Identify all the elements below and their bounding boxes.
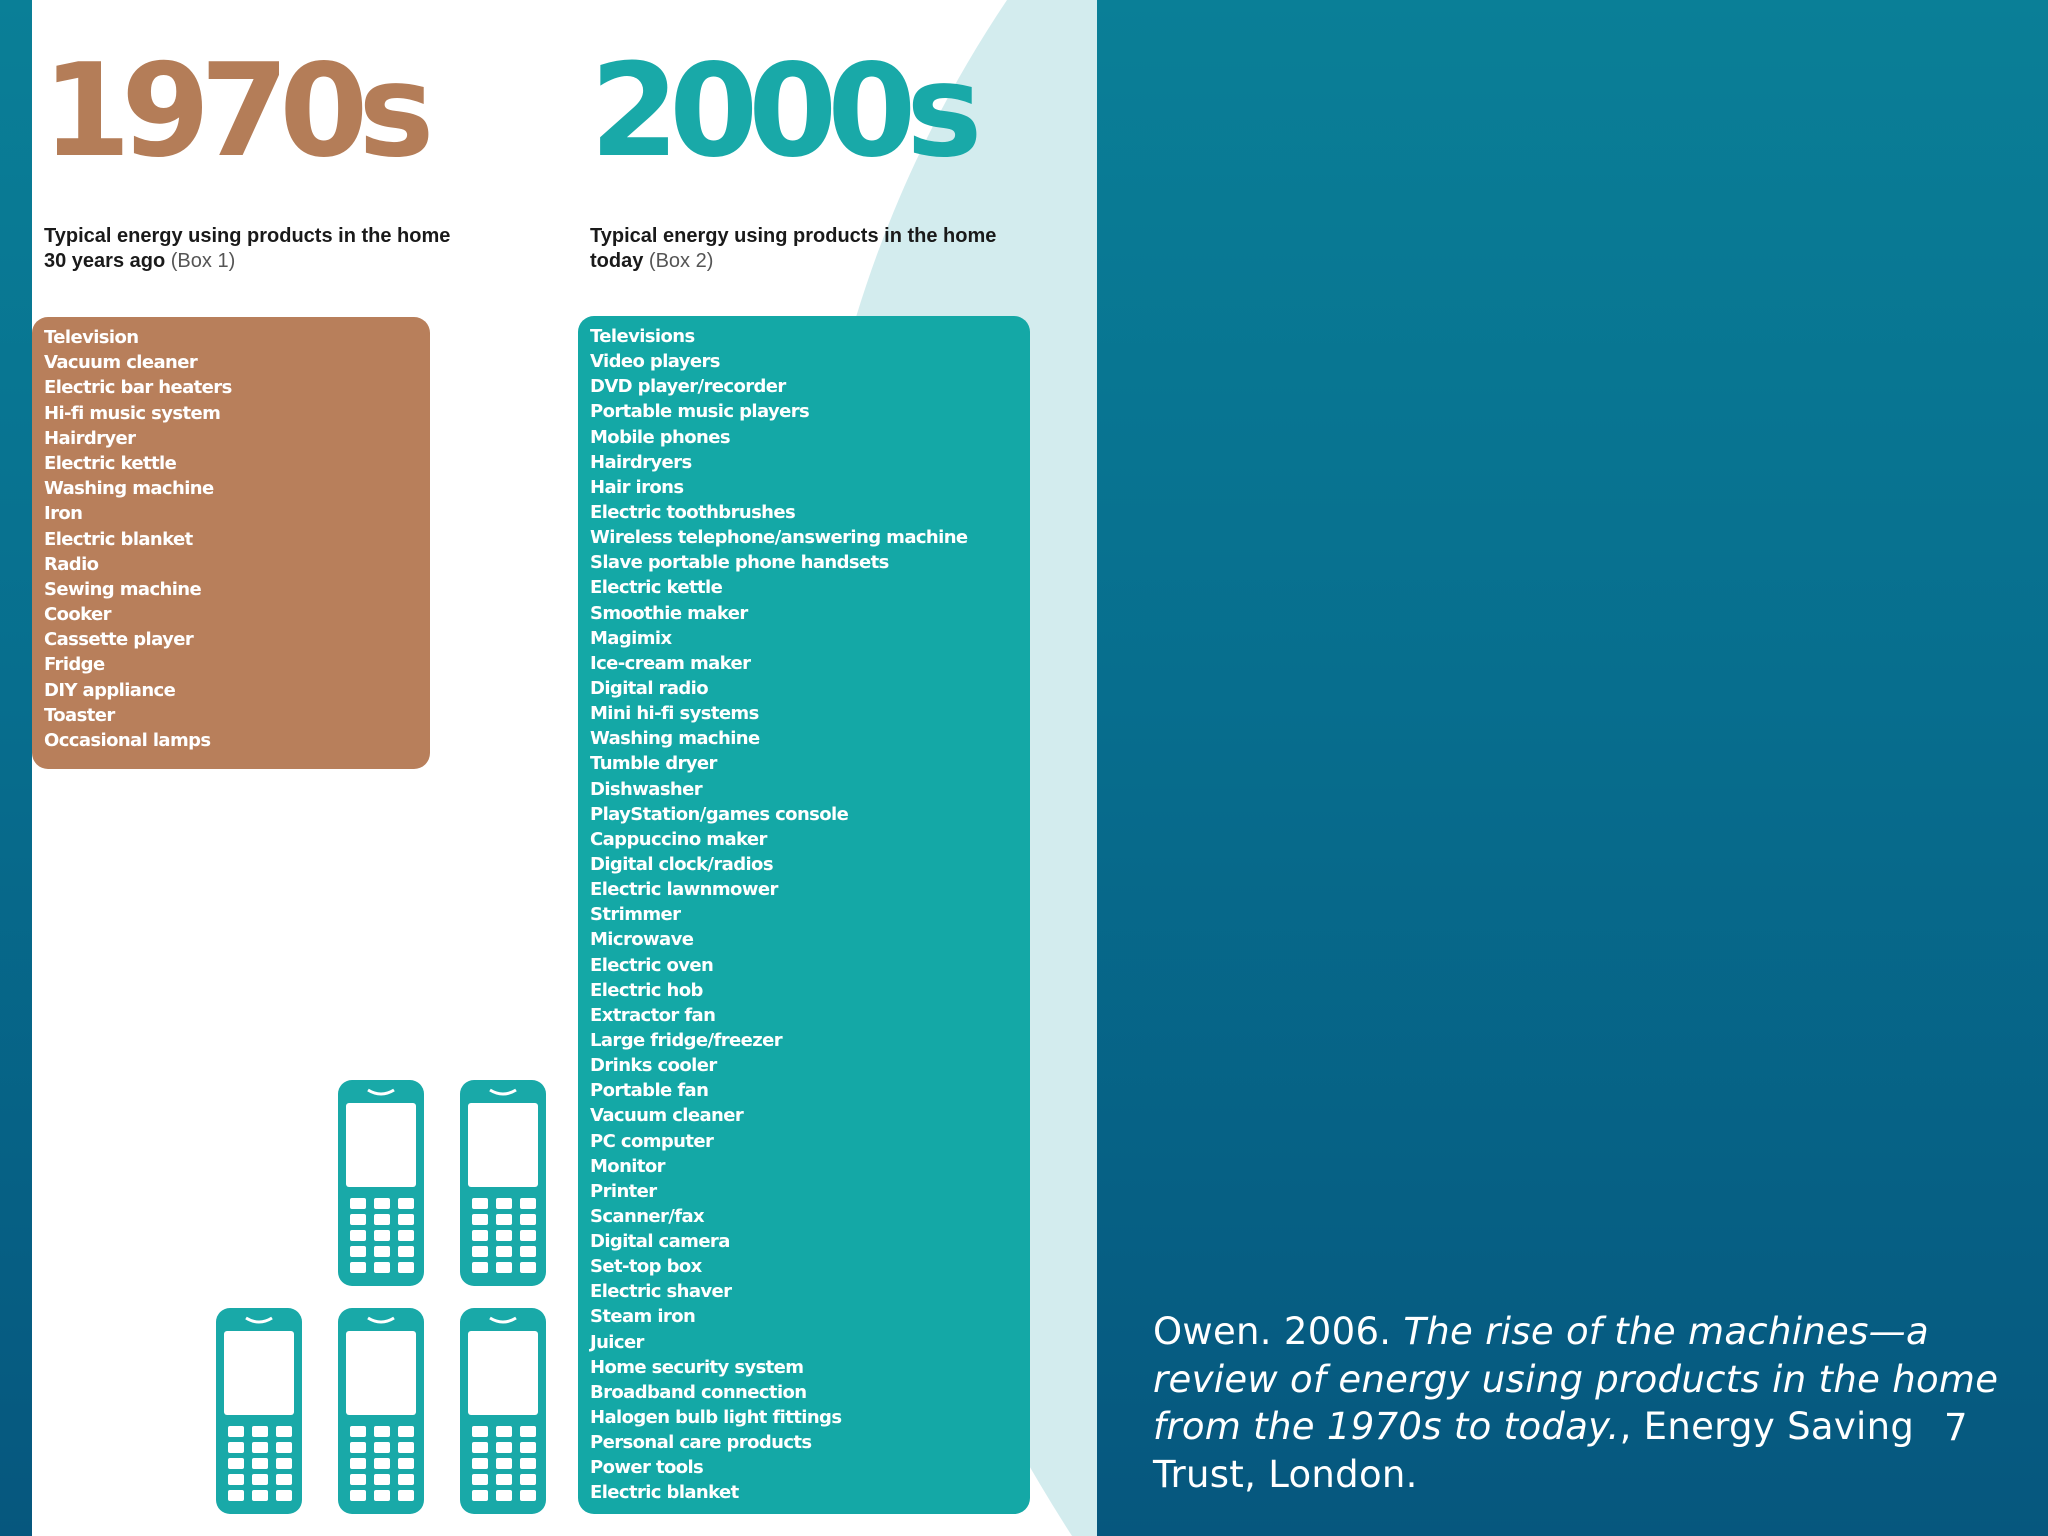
- product-item: Cassette player: [44, 629, 194, 651]
- product-item: Electric blanket: [590, 1482, 739, 1504]
- subtitle-2000s: Typical energy using products in the hom…: [590, 224, 1010, 274]
- page-number: 7: [1944, 1406, 1968, 1449]
- product-item: Washing machine: [44, 478, 214, 500]
- citation-publisher: , Energy Saving Trust, London.: [1153, 1405, 1915, 1496]
- product-item: Occasional lamps: [44, 730, 211, 751]
- product-item: Vacuum cleaner: [44, 352, 198, 374]
- product-item: Electric shaver: [590, 1281, 732, 1303]
- subtitle-2000s-text: Typical energy using products in the hom…: [590, 225, 997, 272]
- products-2000s-list: Televisions Video players DVD player/recor…: [590, 324, 1018, 1506]
- product-item: Electric toothbrushes: [590, 501, 796, 523]
- product-item: Electric oven: [590, 954, 714, 976]
- product-item: Fridge: [44, 654, 105, 676]
- product-item: Large fridge/freezer: [590, 1029, 783, 1051]
- product-item: Power tools: [590, 1457, 704, 1479]
- products-1970s-list: Television Vacuum cleaner Electric bar hea…: [44, 325, 418, 753]
- product-item: Portable fan: [590, 1080, 709, 1102]
- mobile-phone-icon: [460, 1308, 546, 1514]
- product-item: Monitor: [590, 1155, 666, 1177]
- citation: Owen. 2006. The rise of the machines—a r…: [1153, 1308, 2013, 1498]
- product-item: Magimix: [590, 627, 672, 649]
- mobile-phone-icon: [216, 1308, 302, 1514]
- product-item: Dishwasher: [590, 778, 703, 800]
- product-item: Electric kettle: [590, 577, 723, 599]
- product-item: Slave portable phone handsets: [590, 552, 889, 574]
- decade-1970s-heading: 1970s: [42, 37, 434, 186]
- product-item: Vacuum cleaner: [590, 1105, 744, 1127]
- product-item: Iron: [44, 503, 83, 525]
- product-item: Digital camera: [590, 1231, 730, 1253]
- product-item: Digital clock/radios: [590, 853, 774, 875]
- product-item: Broadband connection: [590, 1381, 807, 1403]
- product-item: Tumble dryer: [590, 753, 717, 775]
- subtitle-1970s: Typical energy using products in the hom…: [44, 224, 464, 274]
- product-item: Cooker: [44, 604, 112, 626]
- product-item: Electric bar heaters: [44, 377, 232, 399]
- product-item: Mobile phones: [590, 426, 731, 448]
- decade-2000s-heading: 2000s: [590, 37, 982, 186]
- product-item: Electric blanket: [44, 528, 193, 550]
- figure-panel: 1970s 2000s Typical energy using product…: [32, 0, 1097, 1536]
- product-item: Mini hi-fi systems: [590, 703, 759, 725]
- product-item: Strimmer: [590, 904, 681, 926]
- subtitle-1970s-box: (Box 1): [170, 250, 236, 272]
- product-item: Microwave: [590, 929, 694, 951]
- product-item: DIY appliance: [44, 679, 176, 701]
- product-item: Halogen bulb light fittings: [590, 1407, 842, 1429]
- product-item: Toaster: [44, 704, 115, 726]
- product-item: Washing machine: [590, 728, 760, 750]
- product-item: Digital radio: [590, 677, 709, 699]
- product-item: Hi-fi music system: [44, 402, 221, 424]
- product-item: PlayStation/games console: [590, 803, 849, 825]
- mobile-phone-icon: [338, 1080, 424, 1286]
- product-item: Televisions: [590, 326, 695, 347]
- subtitle-2000s-box: (Box 2): [648, 250, 714, 272]
- product-item: Sewing machine: [44, 578, 202, 600]
- product-item: Scanner/fax: [590, 1205, 705, 1227]
- product-item: Electric kettle: [44, 452, 177, 474]
- product-item: Home security system: [590, 1356, 804, 1378]
- product-item: Television: [44, 327, 139, 348]
- product-item: Portable music players: [590, 401, 810, 423]
- product-item: Hairdryers: [590, 451, 692, 473]
- product-item: Set-top box: [590, 1256, 702, 1278]
- product-item: Video players: [590, 351, 720, 373]
- product-item: Electric hob: [590, 979, 703, 1001]
- product-item: Hairdryer: [44, 427, 136, 449]
- product-item: PC computer: [590, 1130, 714, 1152]
- product-item: Personal care products: [590, 1432, 812, 1454]
- product-item: Cappuccino maker: [590, 828, 767, 850]
- mobile-phone-icon: [338, 1308, 424, 1514]
- product-item: Radio: [44, 553, 99, 575]
- product-item: Drinks cooler: [590, 1055, 717, 1077]
- subtitle-1970s-text: Typical energy using products in the hom…: [44, 225, 451, 272]
- products-1970s-box: Television Vacuum cleaner Electric bar hea…: [32, 317, 430, 769]
- products-2000s-box: Televisions Video players DVD player/recor…: [578, 316, 1030, 1514]
- product-item: DVD player/recorder: [590, 376, 786, 398]
- product-item: Steam iron: [590, 1306, 696, 1328]
- citation-title: The rise of the machines—a review of ene…: [1153, 1310, 1999, 1448]
- product-item: Ice-cream maker: [590, 652, 751, 674]
- citation-author-year: Owen. 2006.: [1153, 1310, 1404, 1353]
- mobile-phone-icon: [460, 1080, 546, 1286]
- product-item: Printer: [590, 1180, 657, 1202]
- product-item: Hair irons: [590, 476, 684, 498]
- product-item: Electric lawnmower: [590, 879, 778, 901]
- product-item: Extractor fan: [590, 1004, 716, 1026]
- product-item: Juicer: [590, 1331, 644, 1353]
- product-item: Smoothie maker: [590, 602, 748, 624]
- product-item: Wireless telephone/answering machine: [590, 527, 968, 549]
